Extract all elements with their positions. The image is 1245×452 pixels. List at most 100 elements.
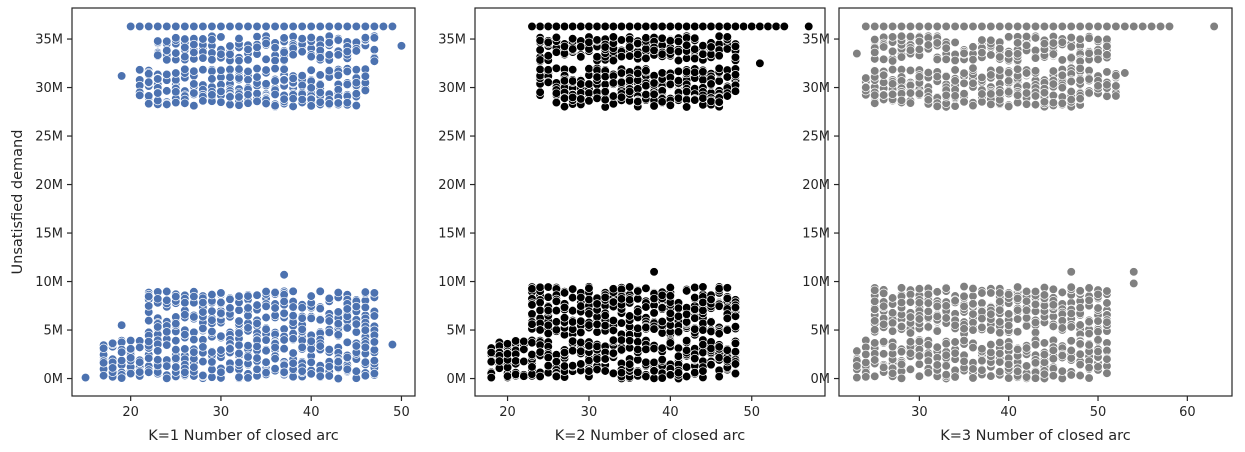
scatter-point bbox=[306, 21, 316, 32]
scatter-point bbox=[333, 50, 343, 60]
scatter-point bbox=[252, 318, 262, 329]
scatter-point bbox=[641, 302, 651, 312]
scatter-point bbox=[306, 101, 316, 111]
scatter-point bbox=[714, 352, 724, 363]
scatter-point bbox=[657, 33, 667, 43]
scatter-point bbox=[914, 36, 925, 47]
scatter-point bbox=[1021, 361, 1032, 371]
scatter-point bbox=[342, 66, 352, 77]
scatter-point bbox=[690, 324, 700, 334]
scatter-point bbox=[1057, 21, 1067, 32]
scatter-point bbox=[887, 89, 898, 100]
scatter-point bbox=[941, 350, 951, 360]
scatter-point bbox=[977, 288, 987, 298]
scatter-point bbox=[714, 97, 724, 107]
scatter-point bbox=[216, 32, 226, 42]
scatter-point bbox=[369, 21, 380, 32]
scatter-point bbox=[887, 326, 898, 336]
scatter-point bbox=[968, 54, 978, 65]
scatter-point bbox=[198, 297, 208, 308]
scatter-point bbox=[171, 319, 181, 329]
scatter-point bbox=[698, 21, 708, 32]
scatter-point bbox=[633, 38, 643, 49]
scatter-point bbox=[887, 342, 898, 352]
scatter-point bbox=[592, 341, 602, 352]
y-tick-label: 25M bbox=[35, 130, 63, 145]
scatter-point bbox=[1030, 33, 1041, 43]
scatter-point bbox=[923, 368, 933, 378]
scatter-point bbox=[568, 92, 578, 103]
scatter-point bbox=[1066, 282, 1076, 292]
scatter-point bbox=[387, 339, 398, 350]
scatter-point bbox=[333, 21, 343, 32]
scatter-point bbox=[959, 281, 969, 292]
scatter-point bbox=[932, 38, 942, 48]
scatter-point bbox=[852, 372, 862, 383]
scatter-point bbox=[995, 296, 1005, 307]
scatter-point bbox=[608, 78, 619, 88]
scatter-point bbox=[1039, 97, 1050, 107]
scatter-point bbox=[543, 65, 553, 75]
x-tick-label: 60 bbox=[1179, 405, 1196, 420]
scatter-point bbox=[968, 42, 978, 52]
scatter-point bbox=[207, 90, 217, 100]
scatter-point bbox=[600, 366, 610, 376]
scatter-point bbox=[1075, 63, 1085, 74]
chart-panel-1: 20 30 40 50 0M 5M 10M 15M 20M 25M 30M 35M K=1 Number… bbox=[10, 7, 416, 444]
scatter-point bbox=[887, 368, 898, 379]
scatter-point bbox=[568, 64, 578, 75]
y-tick-label: 20M bbox=[35, 178, 63, 193]
scatter-point bbox=[360, 21, 371, 32]
scatter-point bbox=[673, 343, 684, 353]
scatter-point bbox=[261, 324, 271, 334]
scatter-point bbox=[600, 320, 610, 331]
scatter-point bbox=[690, 44, 700, 54]
scatter-point bbox=[234, 92, 244, 102]
scatter-point bbox=[153, 294, 163, 304]
scatter-point bbox=[941, 283, 951, 293]
scatter-point bbox=[633, 323, 643, 333]
scatter-point bbox=[261, 357, 271, 367]
scatter-point bbox=[896, 373, 907, 383]
scatter-point bbox=[369, 45, 380, 55]
scatter-point bbox=[527, 362, 537, 372]
scatter-point bbox=[641, 344, 651, 354]
chart-panel-3: 30 40 50 60 0M 5M 10M 15M 20M 25M 30M 35M K=3 Number… bbox=[802, 7, 1233, 444]
scatter-point bbox=[584, 294, 594, 305]
scatter-point bbox=[351, 366, 361, 376]
scatter-point bbox=[1030, 340, 1041, 350]
scatter-point bbox=[1021, 99, 1032, 109]
scatter-point bbox=[551, 32, 562, 43]
scatter-point bbox=[288, 286, 298, 296]
scatter-point bbox=[198, 21, 208, 32]
scatter-point bbox=[870, 338, 880, 348]
y-tick-label: 0M bbox=[811, 372, 831, 387]
scatter-point bbox=[270, 287, 280, 298]
scatter-point bbox=[576, 346, 586, 356]
scatter-point bbox=[234, 64, 244, 74]
scatter-point bbox=[932, 71, 942, 82]
scatter-point bbox=[1012, 305, 1023, 315]
scatter-point bbox=[333, 35, 343, 45]
scatter-point bbox=[870, 296, 880, 306]
scatter-point bbox=[535, 45, 545, 55]
scatter-point bbox=[896, 52, 907, 62]
scatter-point bbox=[608, 21, 619, 32]
scatter-point bbox=[977, 344, 987, 354]
scatter-point bbox=[1004, 309, 1014, 319]
scatter-point bbox=[189, 291, 199, 302]
scatter-point bbox=[870, 34, 880, 45]
scatter-point bbox=[698, 75, 708, 85]
scatter-point bbox=[905, 65, 916, 76]
scatter-point bbox=[1012, 282, 1023, 292]
scatter-point bbox=[657, 316, 667, 327]
scatter-point bbox=[270, 55, 280, 66]
scatter-point bbox=[1039, 88, 1050, 98]
y-tick-label: 20M bbox=[802, 178, 830, 193]
scatter-point bbox=[153, 322, 163, 332]
scatter-point bbox=[315, 70, 325, 80]
scatter-point bbox=[225, 344, 235, 354]
scatter-point bbox=[625, 359, 635, 369]
scatter-point bbox=[1012, 49, 1023, 59]
scatter-point bbox=[584, 21, 594, 32]
